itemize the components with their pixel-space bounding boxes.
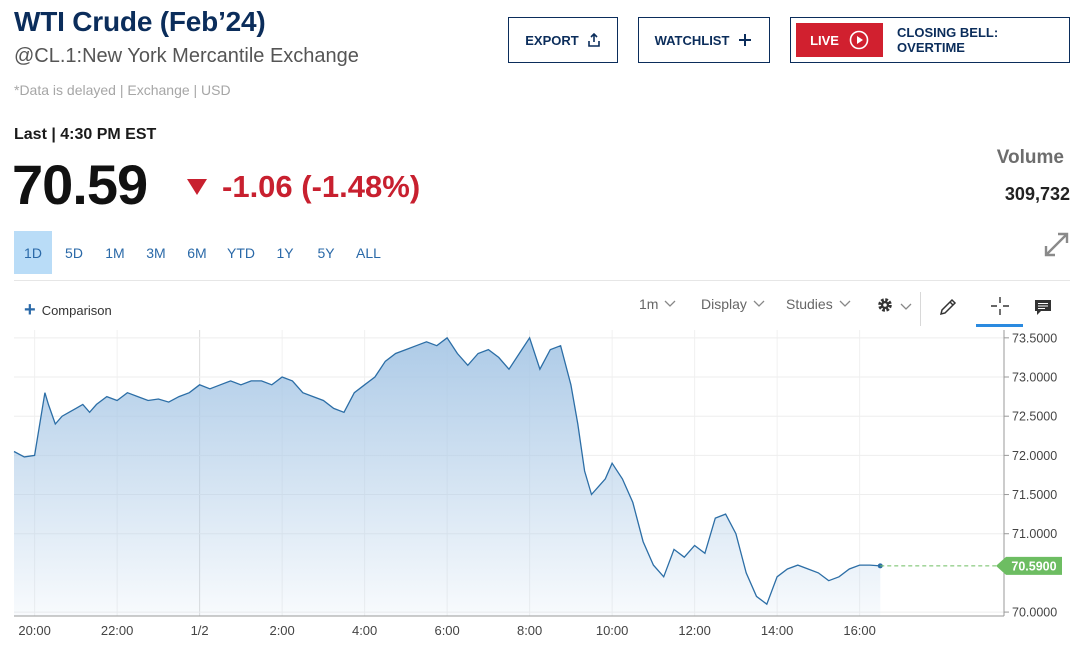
last-trade-time: Last | 4:30 PM EST [14,126,157,143]
x-tick-label: 14:00 [761,623,794,638]
range-1m[interactable]: 1M [105,244,125,261]
down-arrow-icon [186,178,208,196]
y-tick-label: 73.5000 [1012,331,1057,345]
last-price: 70.59 [12,153,148,216]
range-1y[interactable]: 1Y [276,244,294,261]
x-tick-label: 1/2 [191,623,209,638]
y-tick-label: 71.0000 [1012,527,1057,541]
closing-bell-label: CLOSING BELL: OVERTIME [897,25,999,55]
comment-icon [1033,297,1053,322]
crosshair-button[interactable] [976,292,1023,327]
interval-label: 1m [639,296,659,312]
plus-icon: + [24,299,36,321]
expand-icon[interactable] [1043,231,1070,263]
export-label: EXPORT [525,32,579,48]
price-change: -1.06 (-1.48%) [186,169,420,205]
chevron-down-icon [900,303,912,311]
range-selector: 1D 5D 1M 3M 6M YTD 1Y 5Y ALL [14,231,392,274]
change-value: -1.06 (-1.48%) [222,169,421,204]
crosshair-icon [990,296,1010,321]
chevron-down-icon [839,300,851,308]
toolbar-divider [920,292,921,326]
exchange-name: @CL.1:New York Mercantile Exchange [14,45,359,67]
y-tick-label: 70.0000 [1012,606,1057,620]
range-ytd[interactable]: YTD [227,244,255,261]
range-3m[interactable]: 3M [146,244,166,261]
watchlist-label: WATCHLIST [654,32,730,48]
x-tick-label: 6:00 [434,623,459,638]
delayed-note: *Data is delayed | Exchange | USD [14,82,231,98]
y-tick-label: 73.0000 [1012,371,1057,385]
range-5d[interactable]: 5D [65,244,83,261]
live-badge: LIVE [796,23,884,57]
price-chart[interactable]: 20:00 22:00 1/2 2:00 4:00 6:00 8:00 10:00 12:00 1… [0,330,1070,649]
x-tick-label: 22:00 [101,623,134,638]
last-value-label: 70.5900 [1011,559,1056,573]
y-tick-label: 72.5000 [1012,410,1057,424]
display-label: Display [701,296,747,312]
volume-value: 309,732 [1004,184,1070,204]
live-closing-bell-button[interactable]: LIVE CLOSING BELL: OVERTIME [790,17,1070,63]
play-circle-icon [849,30,869,50]
range-1d[interactable]: 1D [14,231,52,274]
draw-button[interactable] [928,292,968,326]
page-title: WTI Crude (Feb’24) [14,6,266,37]
x-tick-label: 10:00 [596,623,629,638]
divider [14,280,1070,281]
range-5y[interactable]: 5Y [317,244,335,261]
x-tick-label: 16:00 [843,623,876,638]
x-tick-label: 4:00 [352,623,377,638]
share-icon [587,33,601,47]
y-tick-label: 72.0000 [1012,449,1057,463]
pencil-icon [938,297,958,322]
comparison-label: Comparison [41,302,112,318]
x-tick-label: 8:00 [517,623,542,638]
range-all[interactable]: ALL [356,244,381,261]
export-button[interactable]: EXPORT [508,17,618,63]
comparison-button[interactable]: + Comparison [24,300,112,320]
display-dropdown[interactable]: Display [701,296,765,312]
live-label: LIVE [810,32,839,48]
volume-label: Volume [996,147,1064,168]
chevron-down-icon [664,300,676,308]
x-tick-label: 2:00 [269,623,294,638]
watchlist-button[interactable]: WATCHLIST [638,17,770,63]
x-tick-label: 12:00 [678,623,711,638]
studies-dropdown[interactable]: Studies [786,296,851,312]
settings-dropdown[interactable] [876,296,912,317]
comment-button[interactable] [1023,292,1063,326]
last-value-tag [996,556,1062,575]
price-line [13,336,881,606]
x-tick-label: 20:00 [18,623,51,638]
chevron-down-icon [753,300,765,308]
range-6m[interactable]: 6M [187,244,207,261]
price-area-fill [14,337,881,616]
studies-label: Studies [786,296,833,312]
y-tick-label: 71.5000 [1012,488,1057,502]
interval-dropdown[interactable]: 1m [639,296,676,312]
gear-icon [876,296,894,317]
plus-icon [737,32,753,48]
